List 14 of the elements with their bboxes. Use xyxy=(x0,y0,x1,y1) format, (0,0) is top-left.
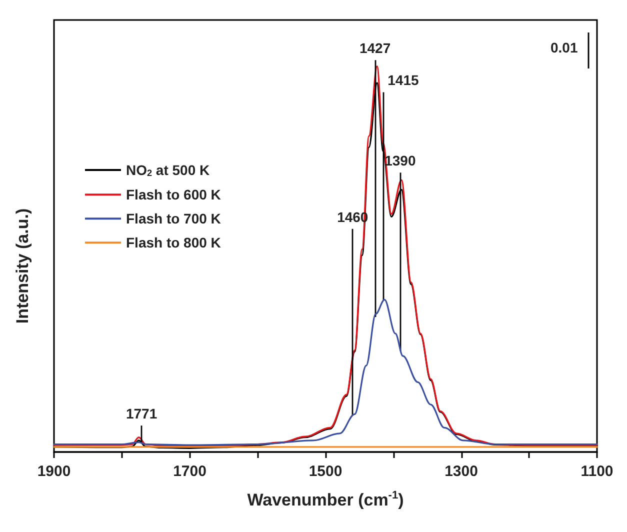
x-tick-label: 1700 xyxy=(173,463,206,480)
x-tick-label: 1100 xyxy=(580,463,614,480)
legend-label: NO2 at 500 K xyxy=(126,162,210,178)
text: 0.01 xyxy=(550,40,578,56)
legend-label: Flash to 600 K xyxy=(126,186,221,203)
x-tick-label: 1900 xyxy=(37,463,71,480)
legend-label: Flash to 800 K xyxy=(126,234,221,251)
y-axis-title: Intensity (a.u.) xyxy=(13,208,32,324)
x-tick-label: 1500 xyxy=(308,463,342,480)
annotation: 1415 xyxy=(388,72,419,88)
x-tick-label: 1300 xyxy=(444,463,478,480)
legend-label: Flash to 700 K xyxy=(126,210,221,227)
annotation: 1771 xyxy=(126,406,158,422)
annotation: 1427 xyxy=(359,40,391,56)
